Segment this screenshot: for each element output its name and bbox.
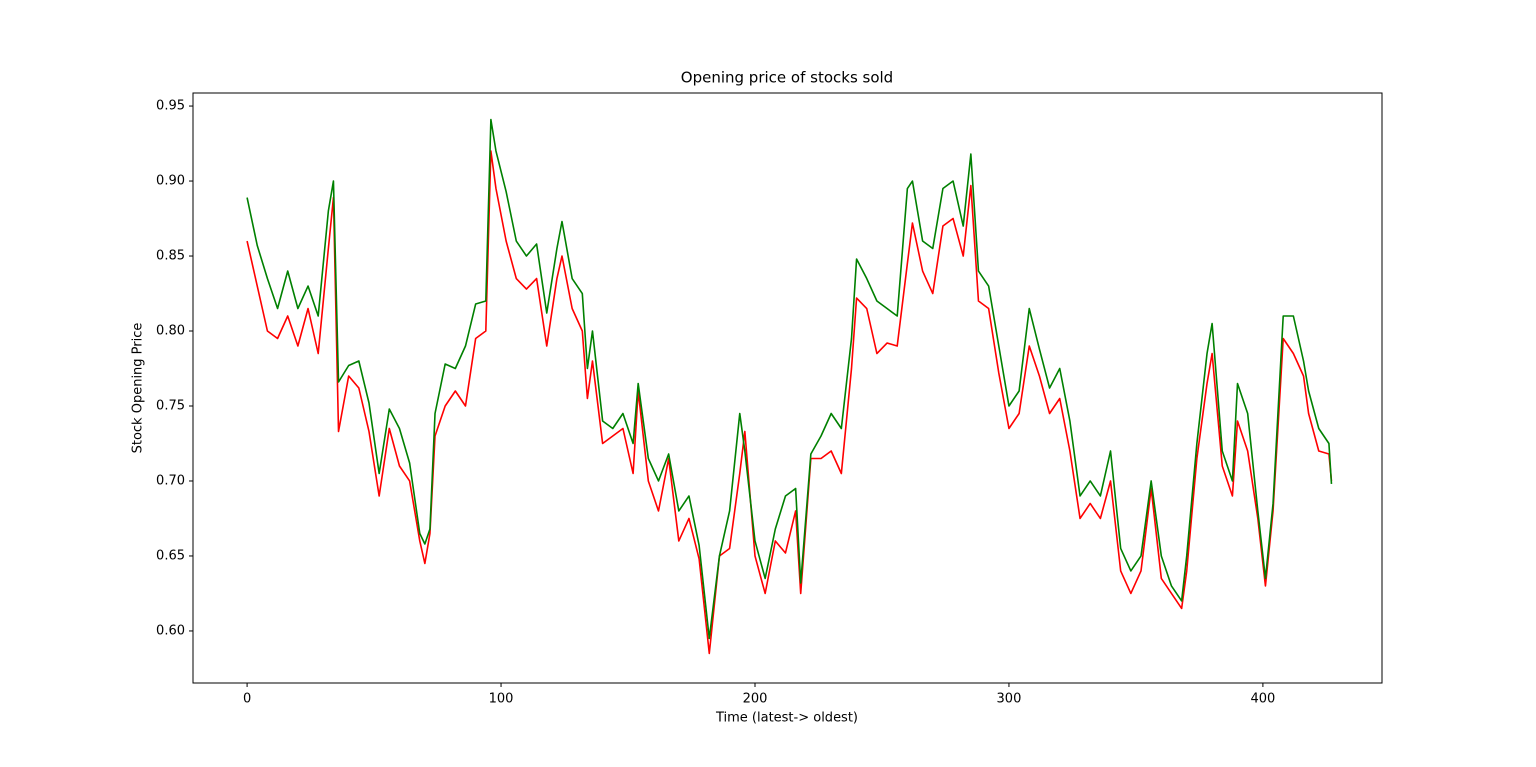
y-tick-label: 0.80 [156,324,185,339]
y-axis-label: Stock Opening Price [131,323,146,454]
y-tick-label: 0.85 [156,249,185,264]
y-tick-label: 0.90 [156,174,185,189]
x-tick-label: 400 [1250,692,1275,707]
y-tick-label: 0.95 [156,99,185,114]
x-axis-label: Time (latest-> oldest) [715,711,858,726]
x-tick-label: 100 [489,692,514,707]
line-series [246,150,1333,655]
x-tick-label: 0 [243,692,251,707]
y-tick-label: 0.75 [156,398,185,413]
line-series [246,118,1333,640]
y-tick-label: 0.65 [156,548,185,563]
x-tick-label: 200 [743,692,768,707]
y-tick-label: 0.60 [156,623,185,638]
x-tick-label: 300 [997,692,1022,707]
plot-frame [192,92,1383,684]
chart-title: Opening price of stocks sold [681,69,893,87]
y-tick-label: 0.70 [156,473,185,488]
